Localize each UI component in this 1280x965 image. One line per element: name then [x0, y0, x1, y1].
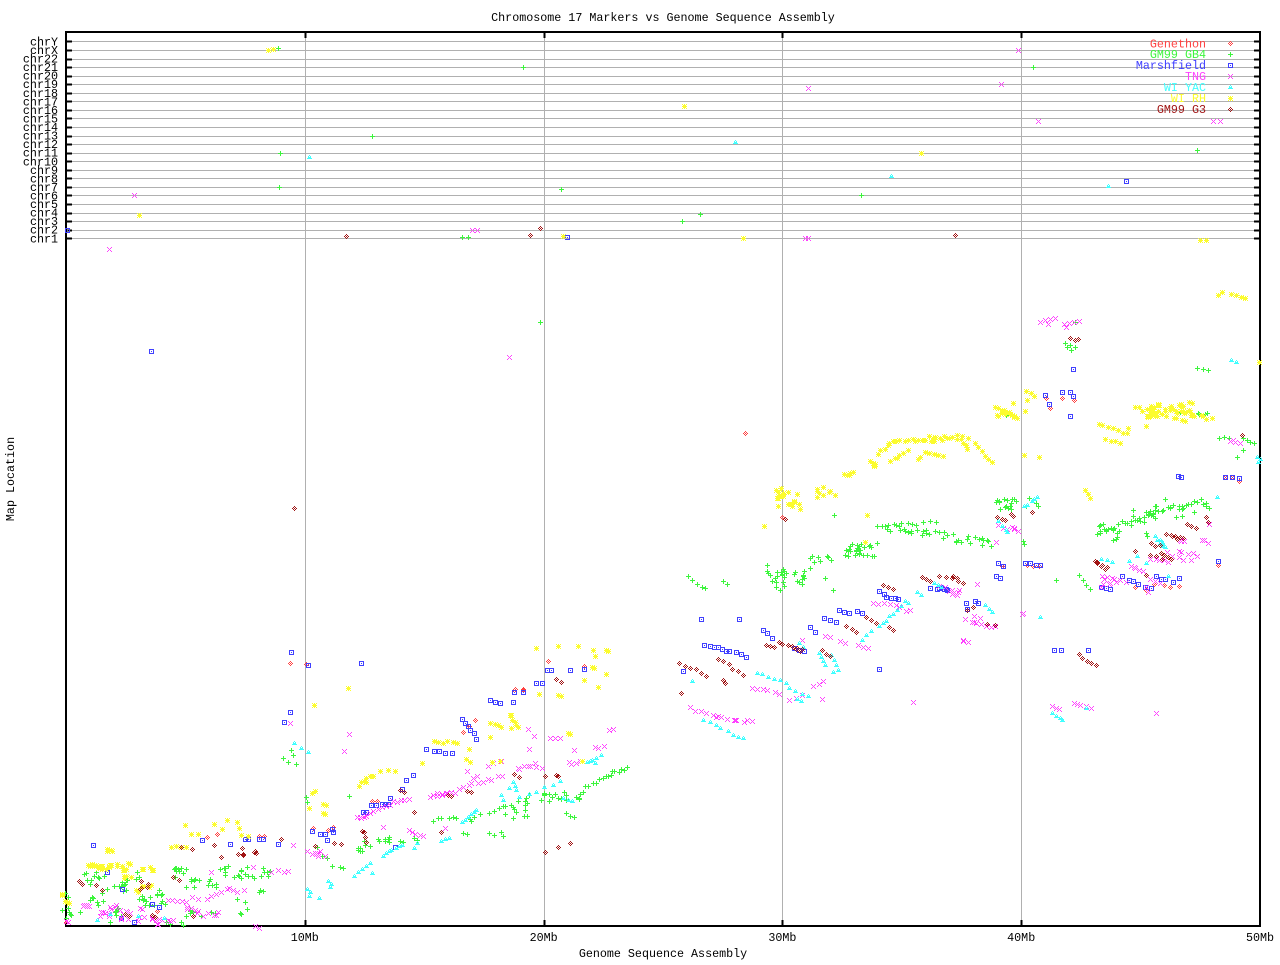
svg-text:chr8: chr8 [30, 172, 58, 186]
svg-text:chr18: chr18 [23, 87, 58, 101]
svg-text:chr7: chr7 [30, 181, 58, 195]
svg-text:chr2: chr2 [30, 224, 58, 238]
svg-text:WI RH: WI RH [1171, 92, 1206, 106]
svg-text:chrX: chrX [30, 44, 58, 58]
svg-text:WI YAC: WI YAC [1164, 81, 1206, 95]
svg-text:chr15: chr15 [23, 112, 58, 126]
svg-text:chr13: chr13 [23, 130, 58, 144]
svg-text:Genethon: Genethon [1150, 37, 1206, 51]
svg-text:chr17: chr17 [23, 95, 58, 109]
svg-text:30Mb: 30Mb [768, 931, 796, 945]
svg-text:chrY: chrY [30, 35, 58, 49]
svg-text:chr21: chr21 [23, 61, 58, 75]
svg-text:Chromosome 17 Markers vs Genom: Chromosome 17 Markers vs Genome Sequence… [491, 11, 835, 25]
svg-text:Genome Sequence Assembly: Genome Sequence Assembly [579, 947, 747, 960]
svg-text:chr20: chr20 [23, 70, 58, 84]
svg-text:10Mb: 10Mb [291, 931, 319, 945]
svg-text:chr3: chr3 [30, 215, 58, 229]
svg-text:Map Location: Map Location [4, 437, 18, 521]
svg-text:chr10: chr10 [23, 155, 58, 169]
svg-text:20Mb: 20Mb [530, 931, 558, 945]
svg-text:chr9: chr9 [30, 164, 58, 178]
svg-text:chr1: chr1 [30, 232, 58, 246]
svg-text:chr19: chr19 [23, 78, 58, 92]
svg-text:40Mb: 40Mb [1007, 931, 1035, 945]
svg-text:GM99 G3: GM99 G3 [1157, 103, 1206, 117]
svg-text:chr6: chr6 [30, 190, 58, 204]
svg-text:Marshfield: Marshfield [1136, 59, 1206, 73]
svg-text:TNG: TNG [1185, 70, 1206, 84]
svg-text:chr22: chr22 [23, 53, 58, 67]
svg-text:chr11: chr11 [23, 147, 58, 161]
svg-text:chr12: chr12 [23, 138, 58, 152]
svg-text:chr14: chr14 [23, 121, 58, 135]
svg-text:chr5: chr5 [30, 198, 58, 212]
svg-text:GM99 GB4: GM99 GB4 [1150, 48, 1206, 62]
svg-text:chr16: chr16 [23, 104, 58, 118]
svg-text:50Mb: 50Mb [1246, 931, 1274, 945]
svg-text:chr4: chr4 [30, 207, 58, 221]
